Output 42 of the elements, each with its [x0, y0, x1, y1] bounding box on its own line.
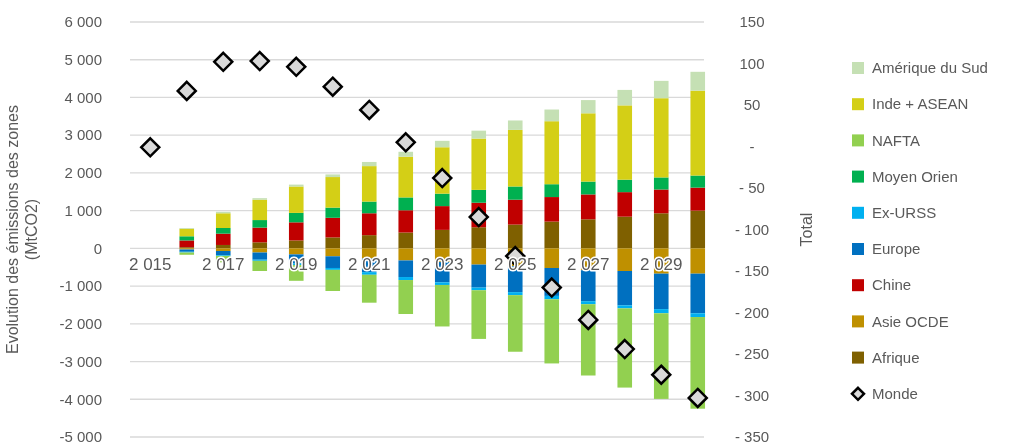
x-tick-label: 2 015 — [128, 255, 172, 275]
legend-label: Asie OCDE — [872, 312, 949, 330]
y2-tick-label: - 200 — [734, 303, 770, 321]
y-tick-label: 2 000 — [64, 164, 102, 182]
legend-label: Inde + ASEAN — [872, 95, 969, 113]
legend-label: Afrique — [872, 348, 920, 366]
legend-label: Chine — [872, 276, 912, 294]
y2-tick-label: - — [749, 137, 755, 155]
x-tick-label: 2 025 — [493, 255, 537, 275]
y-tick-label: -2 000 — [59, 315, 102, 333]
legend-label: Europe — [872, 240, 921, 258]
legend-label: Monde — [872, 385, 918, 403]
y2-tick-label: - 300 — [734, 386, 770, 404]
y-tick-label: -5 000 — [59, 428, 102, 446]
x-tick-label: 2 021 — [347, 255, 391, 275]
y-tick-label: -4 000 — [59, 390, 102, 408]
y-axis-title: Evolution des émissions des zones (MtCO2) — [4, 104, 41, 355]
y2-tick-label: 100 — [739, 54, 765, 72]
y-tick-label: 4 000 — [64, 88, 102, 106]
y2-tick-label: - 100 — [734, 220, 770, 238]
legend-label: NAFTA — [872, 131, 921, 149]
y-tick-label: 3 000 — [64, 126, 102, 144]
y-tick-label: 0 — [93, 239, 102, 257]
legend-label: Ex-URSS — [872, 204, 937, 222]
y-tick-label: -3 000 — [59, 352, 102, 370]
y2-tick-label: 50 — [743, 96, 761, 114]
y-tick-label: -1 000 — [59, 277, 102, 295]
y2-tick-label: - 50 — [739, 179, 765, 197]
y-tick-label: 1 000 — [64, 201, 102, 219]
legend-label: Moyen Orien — [872, 167, 958, 185]
x-tick-label: 2 017 — [201, 255, 245, 275]
y2-axis-title: Total — [797, 212, 815, 247]
y-tick-label: 6 000 — [64, 13, 102, 31]
y2-tick-label: - 150 — [734, 262, 770, 280]
y2-tick-label: - 350 — [734, 428, 770, 446]
x-tick-label: 2 023 — [420, 255, 464, 275]
legend-label: Amérique du Sud — [872, 59, 988, 77]
x-tick-label: 2 029 — [639, 255, 683, 275]
x-tick-label: 2 027 — [566, 255, 610, 275]
y2-tick-label: 150 — [739, 13, 765, 31]
y2-tick-label: - 250 — [734, 345, 770, 363]
y-tick-label: 5 000 — [64, 50, 102, 68]
